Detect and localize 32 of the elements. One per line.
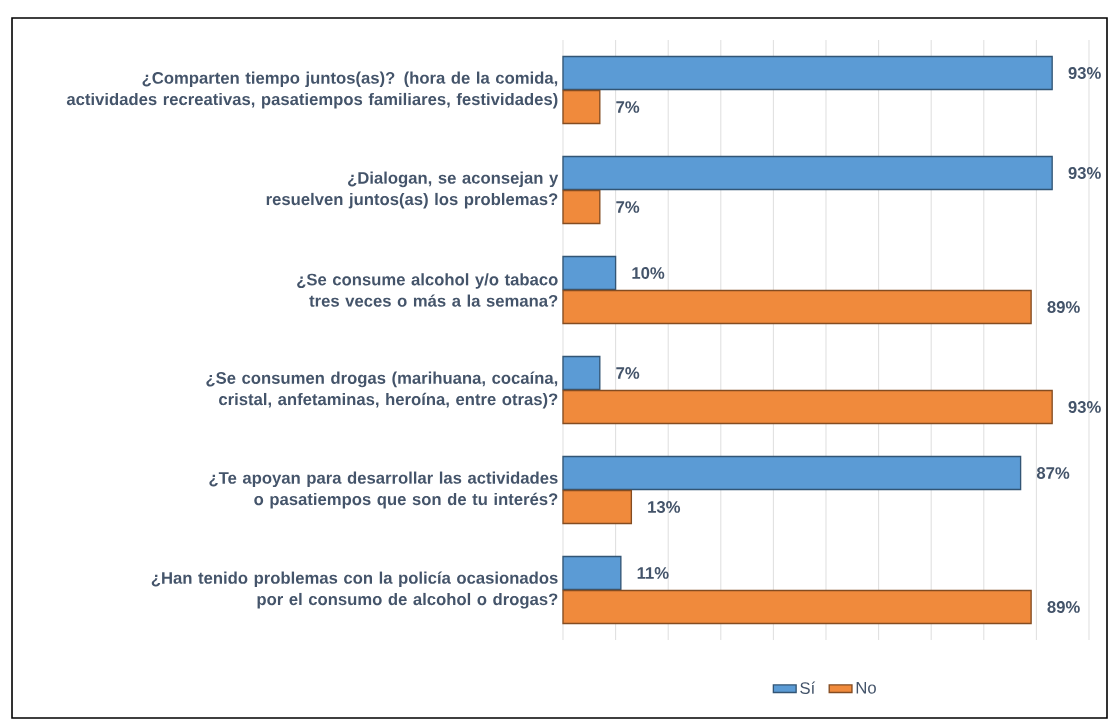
data-label: 13% <box>648 501 681 513</box>
data-label: 10% <box>632 267 665 279</box>
bar <box>562 589 1032 625</box>
data-label: 7% <box>616 367 640 379</box>
bar <box>562 155 1053 191</box>
bar <box>562 55 1053 91</box>
data-label: 93% <box>1068 167 1101 179</box>
data-label: 89% <box>1047 301 1080 313</box>
legend-label: No <box>856 682 876 694</box>
y-tick-label: ¿Te apoyan para desarrollar las actividades o pasatiempos que son de tu interés? <box>209 471 558 509</box>
data-label: 11% <box>637 567 669 579</box>
bar <box>562 389 1053 425</box>
bar <box>562 355 601 391</box>
y-tick-label: ¿Comparten tiempo juntos(as)? (hora de la comida, actividades recreativas, pasatiempos familiares, festividades) <box>66 71 558 109</box>
legend-label: Sí <box>800 681 816 695</box>
bar <box>562 555 622 591</box>
bar <box>562 489 633 525</box>
y-tick-label: ¿Han tenido problemas con la policía ocasionados por el consumo de alcohol o drogas? <box>151 571 558 609</box>
y-tick-label: ¿Dialogan, se aconsejan y resuelven juntos(as) los problemas? <box>266 171 559 209</box>
data-label: 93% <box>1068 401 1101 413</box>
y-tick-label: ¿Se consumen drogas (marihuana, cocaína, cristal, anfetaminas, heroína, entre otras)? <box>206 371 558 409</box>
data-label: 87% <box>1036 467 1070 479</box>
data-label: 7% <box>616 201 640 213</box>
bar <box>562 89 601 125</box>
data-label: 7% <box>616 101 640 113</box>
bar <box>562 255 617 291</box>
bar <box>562 289 1032 325</box>
y-tick-label: ¿Se consume alcohol y/o tabaco tres veces o más a la semana? <box>297 273 558 307</box>
bar <box>562 189 601 225</box>
data-label: 93% <box>1068 67 1101 79</box>
bar <box>562 455 1022 491</box>
data-label: 89% <box>1047 601 1080 613</box>
